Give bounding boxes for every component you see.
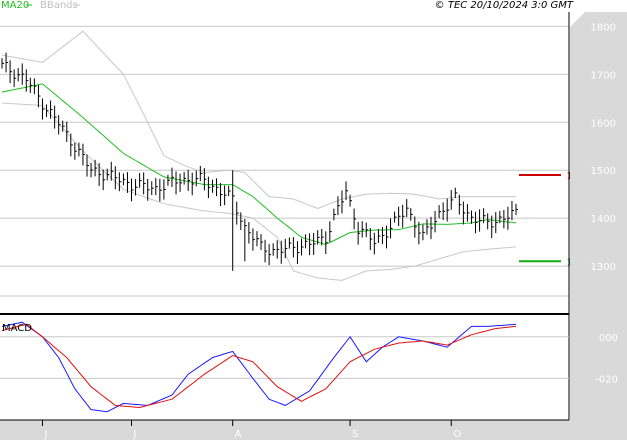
price-y-tick: 1400 (591, 214, 616, 225)
y-axis-band (570, 12, 627, 440)
macd-panel-label: MACD (2, 323, 32, 334)
ma-legend-label: MA20 (1, 0, 29, 11)
macd-y-tick: 000 (599, 333, 618, 344)
source-timestamp: © TEC 20/10/2024 3:0 GMT (435, 0, 574, 11)
macd-grid (0, 336, 569, 379)
price-y-tick: 1800 (591, 22, 616, 33)
price-y-tick: 1700 (591, 70, 616, 81)
price-bars (1, 52, 518, 271)
bbands-legend-label: BBands (40, 0, 78, 11)
price-y-tick: 1600 (591, 118, 616, 129)
macd-y-tick: -020 (595, 374, 618, 385)
price-y-tick: 1500 (591, 166, 616, 177)
macd-y-axis: 000 -020 (595, 333, 618, 386)
price-panel (0, 12, 569, 314)
price-y-tick: 1300 (591, 262, 616, 273)
bollinger-bands (1, 30, 517, 281)
ma20-line (1, 83, 517, 246)
upper-band-line (1, 30, 516, 210)
x-tick-label: A (235, 429, 242, 440)
ma20-polyline (1, 83, 517, 246)
price-y-axis: 1800 1700 1600 1500 1400 1300 (591, 22, 616, 273)
x-axis-band (0, 420, 570, 440)
axis-band-corner (570, 12, 585, 27)
macd-lines (1, 321, 517, 413)
x-tick-label: J (43, 429, 47, 440)
lower-band-line (1, 102, 517, 281)
macd-line (1, 321, 517, 413)
signal-line (1, 323, 517, 409)
x-tick-label: J (133, 429, 137, 440)
x-tick-label: O (453, 429, 461, 440)
x-tick-label: S (352, 429, 358, 440)
